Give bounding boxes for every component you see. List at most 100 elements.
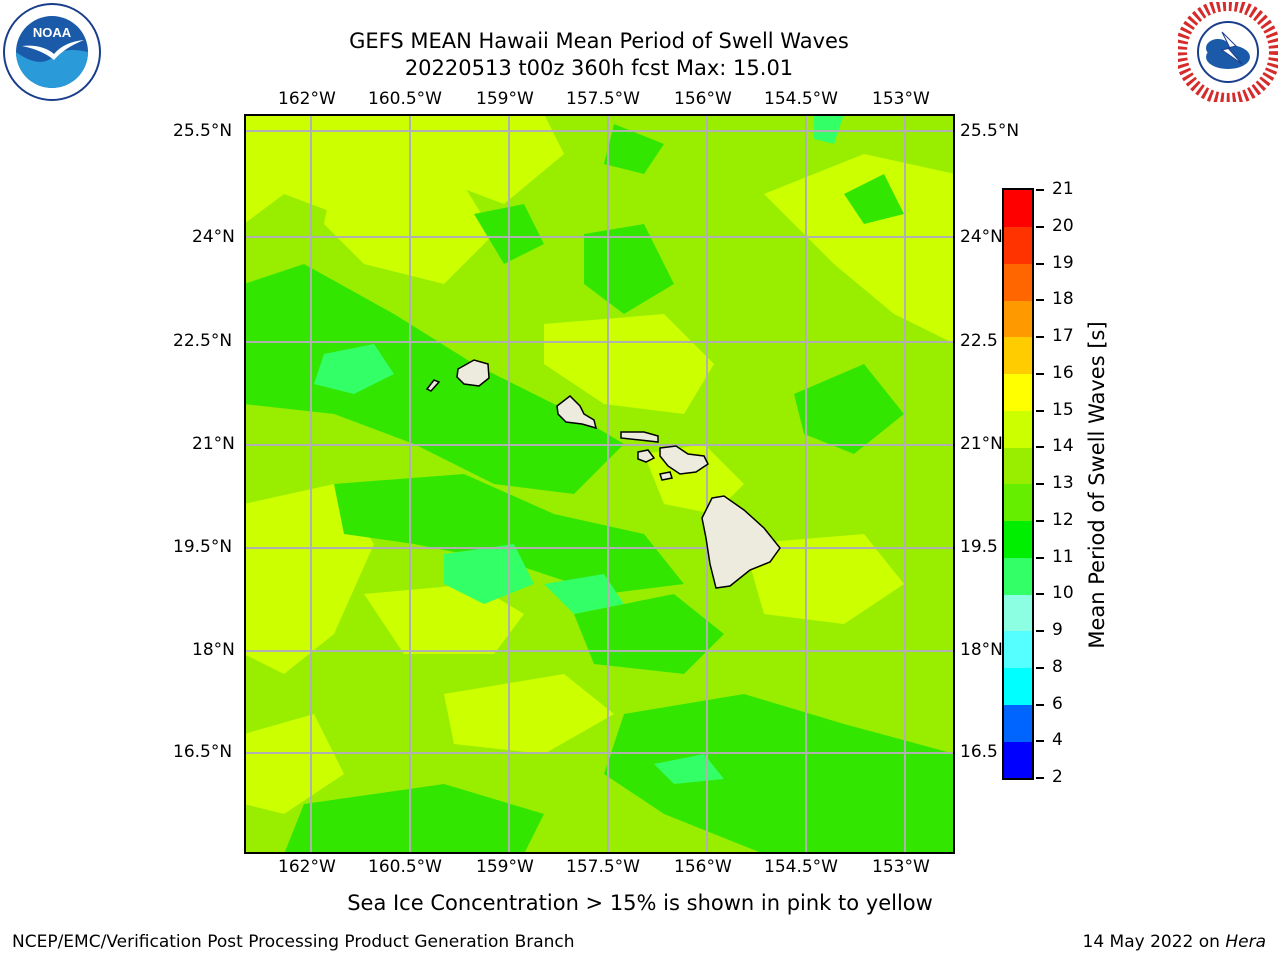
colorbar-tick-label: 15 xyxy=(1052,399,1074,420)
lat-label-right: 18°N xyxy=(960,640,1003,660)
colorbar-segment xyxy=(1004,300,1032,338)
colorbar-segment xyxy=(1004,741,1032,779)
sea-ice-caption: Sea Ice Concentration > 15% is shown in … xyxy=(347,891,933,915)
colorbar xyxy=(1002,188,1034,780)
lon-label-top: 156°W xyxy=(674,89,732,109)
map-plot xyxy=(244,114,955,854)
lat-label-left: 24°N xyxy=(192,227,235,247)
lon-label-top: 159°W xyxy=(476,89,534,109)
lon-label-top: 154.5°W xyxy=(764,89,838,109)
lat-label-left: 25.5°N xyxy=(173,121,233,141)
lat-label-right: 24°N xyxy=(960,227,1003,247)
colorbar-segment xyxy=(1004,373,1032,411)
colorbar-tick-label: 8 xyxy=(1052,656,1063,677)
colorbar-tick-label: 18 xyxy=(1052,289,1074,310)
island-niihau xyxy=(425,379,441,392)
colorbar-tick xyxy=(1036,225,1044,228)
colorbar-segment xyxy=(1004,704,1032,742)
colorbar-tick xyxy=(1036,299,1044,302)
lon-label-bottom: 162°W xyxy=(278,857,336,877)
colorbar-segment xyxy=(1004,447,1032,485)
colorbar-tick xyxy=(1036,372,1044,375)
colorbar-tick-label: 20 xyxy=(1052,215,1074,236)
colorbar-tick-label: 11 xyxy=(1052,546,1074,567)
colorbar-tick xyxy=(1036,666,1044,669)
colorbar-segment xyxy=(1004,263,1032,301)
period-11-12-contours xyxy=(245,124,954,853)
colorbar-segment xyxy=(1004,190,1032,227)
colorbar-tick xyxy=(1036,556,1044,559)
lat-label-left: 19.5°N xyxy=(173,537,233,557)
colorbar-title: Mean Period of Swell Waves [s] xyxy=(1085,321,1109,649)
lat-label-right: 16.5 xyxy=(960,742,998,762)
noaa-logo: NOAA xyxy=(3,3,101,101)
island-kahoolawe xyxy=(659,471,673,481)
date-label: 14 May 2022 on xyxy=(1082,932,1220,952)
host-label: Hera xyxy=(1225,932,1266,952)
colorbar-tick xyxy=(1036,740,1044,743)
colorbar-tick-label: 21 xyxy=(1052,179,1074,199)
colorbar-tick-label: 2 xyxy=(1052,767,1063,787)
colorbar-tick-label: 19 xyxy=(1052,252,1074,273)
lat-label-right: 19.5 xyxy=(960,537,998,557)
island-hawaii xyxy=(701,495,781,589)
lon-label-bottom: 153°W xyxy=(872,857,930,877)
colorbar-segment xyxy=(1004,667,1032,705)
island-kauai xyxy=(456,359,490,387)
colorbar-tick xyxy=(1036,630,1044,632)
colorbar-tick xyxy=(1036,262,1044,265)
lat-label-left: 16.5°N xyxy=(173,742,233,762)
lat-label-left: 18°N xyxy=(192,640,235,660)
noaa-logo-text: NOAA xyxy=(33,25,72,40)
lon-label-bottom: 157.5°W xyxy=(566,857,640,877)
lat-label-right: 21°N xyxy=(960,434,1003,454)
colorbar-tick-label: 9 xyxy=(1052,620,1063,640)
colorbar-segment xyxy=(1004,557,1032,595)
colorbar-tick xyxy=(1036,593,1044,596)
credit-text: NCEP/EMC/Verification Post Processing Pr… xyxy=(12,932,575,952)
chart-title: GEFS MEAN Hawaii Mean Period of Swell Wa… xyxy=(349,29,849,53)
lon-label-bottom: 154.5°W xyxy=(764,857,838,877)
lon-label-top: 162°W xyxy=(278,89,336,109)
colorbar-tick xyxy=(1036,519,1044,522)
colorbar-tick-label: 12 xyxy=(1052,509,1074,530)
date-text: 14 May 2022 on Hera xyxy=(1083,932,1267,952)
period-10-11-contours xyxy=(314,115,844,784)
lat-label-left: 21°N xyxy=(192,434,235,454)
colorbar-segment xyxy=(1004,520,1032,558)
colorbar-segment xyxy=(1004,631,1032,668)
colorbar-tick-label: 10 xyxy=(1052,583,1074,604)
colorbar-segment xyxy=(1004,594,1032,632)
nws-logo xyxy=(1178,2,1278,102)
colorbar-segment xyxy=(1004,226,1032,264)
lat-label-right: 22.5 xyxy=(960,331,998,351)
colorbar-tick-label: 14 xyxy=(1052,436,1074,457)
colorbar-segment xyxy=(1004,484,1032,521)
lon-label-bottom: 160.5°W xyxy=(368,857,442,877)
lon-label-bottom: 159°W xyxy=(476,857,534,877)
lon-label-top: 160.5°W xyxy=(368,89,442,109)
colorbar-segment xyxy=(1004,410,1032,448)
colorbar-tick-label: 13 xyxy=(1052,473,1074,493)
hawaiian-islands xyxy=(425,359,781,589)
lon-label-bottom: 156°W xyxy=(674,857,732,877)
colorbar-tick xyxy=(1036,189,1044,191)
colorbar-tick xyxy=(1036,777,1044,779)
colorbar-tick-label: 17 xyxy=(1052,326,1074,346)
lon-label-top: 153°W xyxy=(872,89,930,109)
lon-label-top: 157.5°W xyxy=(566,89,640,109)
colorbar-tick-label: 4 xyxy=(1052,730,1063,751)
colorbar-tick-label: 6 xyxy=(1052,693,1063,714)
island-lanai xyxy=(637,449,656,463)
colorbar-tick xyxy=(1036,446,1044,449)
colorbar-tick-label: 16 xyxy=(1052,362,1074,383)
lat-label-left: 22.5°N xyxy=(173,331,233,351)
map-gridlines xyxy=(245,115,954,853)
colorbar-segment xyxy=(1004,337,1032,374)
colorbar-tick xyxy=(1036,336,1044,338)
chart-subtitle: 20220513 t00z 360h fcst Max: 15.01 xyxy=(404,56,794,80)
colorbar-tick xyxy=(1036,483,1044,485)
colorbar-tick xyxy=(1036,703,1044,706)
island-oahu xyxy=(556,395,598,430)
colorbar-tick xyxy=(1036,409,1044,412)
